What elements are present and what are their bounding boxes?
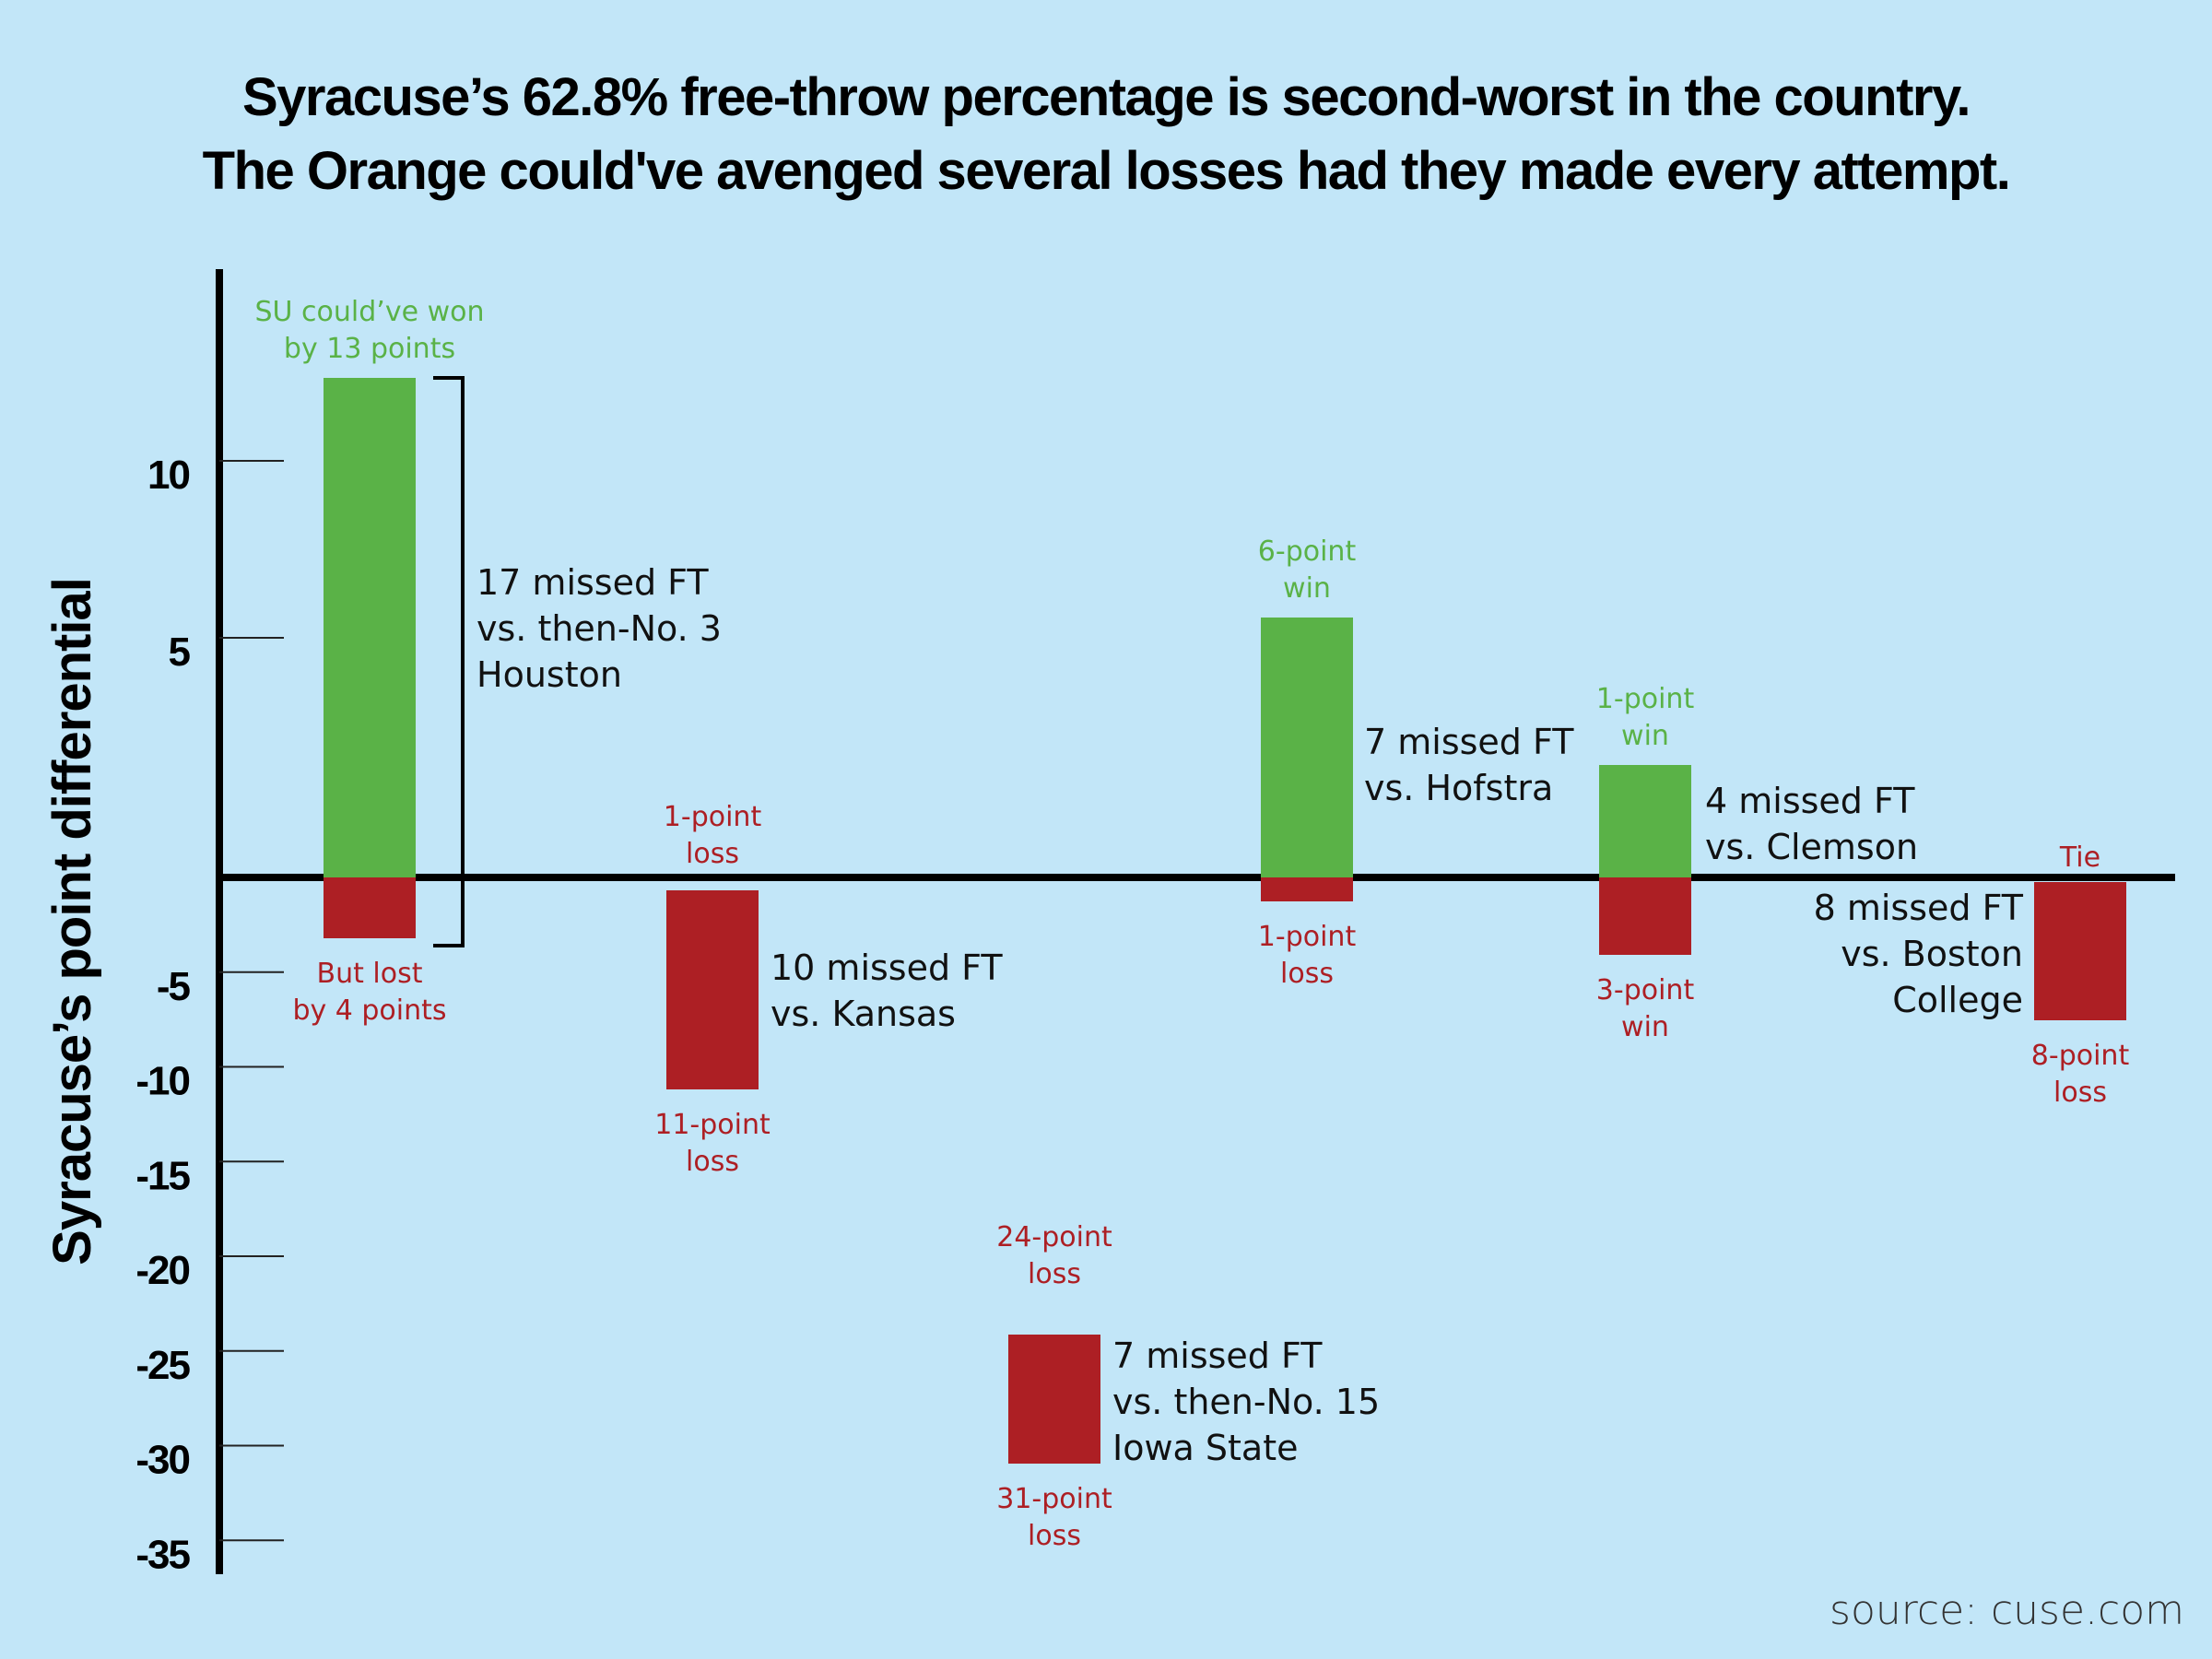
source-note: source: cuse.com <box>1830 1587 2184 1634</box>
chart-subtitle: The Orange could've avenged several loss… <box>203 141 2010 201</box>
game-description: College <box>1892 980 2023 1020</box>
y-tick-label: -10 <box>135 1059 189 1104</box>
actual-bar-iowa-state <box>1008 1335 1100 1464</box>
y-tick-label: -5 <box>157 964 191 1009</box>
actual-label: 11-point <box>654 1109 771 1141</box>
potential-label: Tie <box>2059 841 2100 874</box>
potential-label: by 13 points <box>284 333 455 365</box>
potential-bar-clemson <box>1599 765 1691 877</box>
game-description: Iowa State <box>1112 1428 1299 1468</box>
y-tick-label: -15 <box>135 1153 190 1198</box>
potential-label: win <box>1621 720 1669 752</box>
actual-bar-boston-college <box>2034 882 2126 1020</box>
game-description: 17 missed FT <box>477 562 709 603</box>
actual-label: 3-point <box>1596 974 1695 1006</box>
y-ticks: 10 5 -5 -10 -15 -20 -25 -30 -35 <box>135 453 284 1577</box>
y-tick-label: -20 <box>135 1248 189 1293</box>
actual-label: win <box>1621 1011 1669 1043</box>
potential-bar-hofstra <box>1261 618 1353 877</box>
potential-label: 6-point <box>1258 535 1357 568</box>
potential-label: SU could’ve won <box>255 296 485 328</box>
game-description: vs. Hofstra <box>1364 768 1553 808</box>
bars <box>324 376 2126 1464</box>
game-description: Houston <box>477 654 622 695</box>
actual-label: 31-point <box>996 1483 1112 1515</box>
bracket <box>433 376 465 947</box>
y-tick-label: 10 <box>147 453 189 498</box>
annotations: SU could’ve won by 13 points But lost by 4 … <box>255 296 2130 1552</box>
potential-label: 1-point <box>664 801 762 833</box>
potential-label: 1-point <box>1596 683 1695 715</box>
potential-label: 24-point <box>996 1221 1112 1253</box>
potential-label: loss <box>1028 1258 1081 1290</box>
axes <box>216 269 2175 1574</box>
y-tick-label: -30 <box>135 1438 189 1483</box>
potential-label: win <box>1283 572 1331 605</box>
game-description: vs. then-No. 3 <box>477 608 722 649</box>
chart-title: Syracuse’s 62.8% free-throw percentage i… <box>242 67 1970 127</box>
actual-label: loss <box>686 1146 739 1178</box>
actual-label: 1-point <box>1258 921 1357 953</box>
game-description: vs. Boston <box>1841 934 2023 974</box>
actual-bar-clemson <box>1599 877 1691 955</box>
actual-bar-kansas <box>666 890 759 1089</box>
game-description: 8 missed FT <box>1814 888 2024 928</box>
potential-label: loss <box>686 838 739 870</box>
game-description: vs. then-No. 15 <box>1112 1382 1380 1422</box>
y-tick-label: -35 <box>135 1532 190 1577</box>
y-tick-label: 5 <box>169 629 191 675</box>
actual-label: But lost <box>317 958 423 990</box>
game-description: 4 missed FT <box>1705 781 1915 821</box>
game-description: 7 missed FT <box>1112 1335 1323 1376</box>
game-description: 7 missed FT <box>1364 722 1574 762</box>
actual-bar-hofstra <box>1261 877 1353 901</box>
actual-label: by 4 points <box>292 994 446 1027</box>
game-description: vs. Clemson <box>1705 827 1918 867</box>
actual-label: 8-point <box>2031 1040 2130 1072</box>
actual-bar-houston <box>324 877 416 938</box>
game-description: 10 missed FT <box>771 947 1003 988</box>
actual-label: loss <box>2053 1077 2107 1109</box>
actual-label: loss <box>1028 1520 1081 1552</box>
game-description: vs. Kansas <box>771 994 956 1034</box>
y-axis-label: Syracuse’s point differential <box>42 578 102 1265</box>
potential-bar-houston <box>324 378 416 877</box>
y-tick-label: -25 <box>135 1343 190 1388</box>
actual-label: loss <box>1280 958 1334 990</box>
